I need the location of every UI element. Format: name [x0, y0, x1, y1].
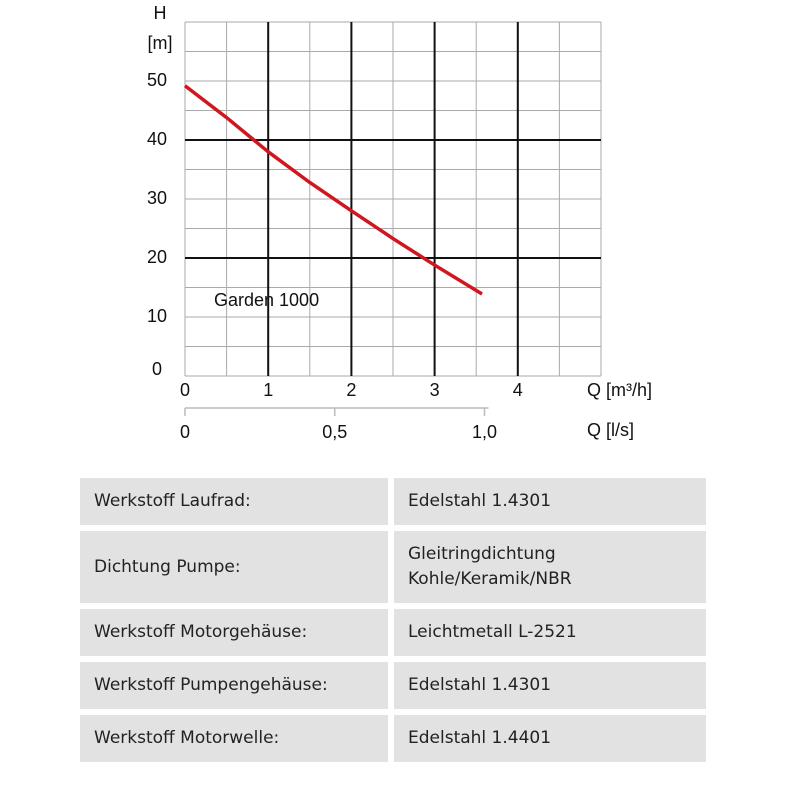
y-tick-label: 10 — [147, 306, 167, 326]
y-unit: [m] — [148, 33, 173, 53]
x2-tick-label: 0 — [180, 422, 190, 442]
label-cell: Werkstoff Motorwelle: — [80, 715, 388, 762]
value-cell: Edelstahl 1.4301 — [394, 662, 706, 709]
x2-label: Q [l/s] — [587, 420, 634, 440]
table-row: Werkstoff Laufrad: Edelstahl 1.4301 — [80, 478, 706, 525]
y-tick-label: 50 — [147, 70, 167, 90]
table: Werkstoff Laufrad: Edelstahl 1.4301 Dichtu… — [80, 478, 706, 768]
curve — [183, 84, 483, 296]
x-tick-label: 4 — [513, 380, 523, 400]
x2-tick-label: 0,5 — [322, 422, 347, 442]
y-tick-label: 20 — [147, 247, 167, 267]
value-cell: Edelstahl 1.4401 — [394, 715, 706, 762]
table-row: Werkstoff Motorwelle: Edelstahl 1.4401 — [80, 715, 706, 762]
x-tick-label: 2 — [346, 380, 356, 400]
x2-tick-label: 1,0 — [472, 422, 497, 442]
value-cell: Edelstahl 1.4301 — [394, 478, 706, 525]
x-label: Q [m³/h] — [587, 380, 652, 400]
y-tick-label: 0 — [152, 359, 162, 379]
table-row: Werkstoff Motorgehäuse: Leichtmetall L-25… — [80, 609, 706, 656]
y-label: H — [154, 3, 167, 23]
table-row: Werkstoff Pumpengehäuse: Edelstahl 1.4301 — [80, 662, 706, 709]
x-tick-label: 3 — [430, 380, 440, 400]
series-label: Garden 1000 — [214, 290, 319, 310]
value-cell: Leichtmetall L-2521 — [394, 609, 706, 656]
x-tick-label: 0 — [180, 380, 190, 400]
x-tick-label: 1 — [263, 380, 273, 400]
label-cell: Dichtung Pumpe: — [80, 531, 388, 603]
y-tick-label: 30 — [147, 188, 167, 208]
y-tick-label: 40 — [147, 129, 167, 149]
value-cell: Gleitringdichtung Kohle/Keramik/NBR — [394, 531, 706, 603]
table-row: Dichtung Pumpe: Gleitringdichtung Kohle/K… — [80, 531, 706, 603]
label-cell: Werkstoff Laufrad: — [80, 478, 388, 525]
label-cell: Werkstoff Motorgehäuse: — [80, 609, 388, 656]
label-cell: Werkstoff Pumpengehäuse: — [80, 662, 388, 709]
